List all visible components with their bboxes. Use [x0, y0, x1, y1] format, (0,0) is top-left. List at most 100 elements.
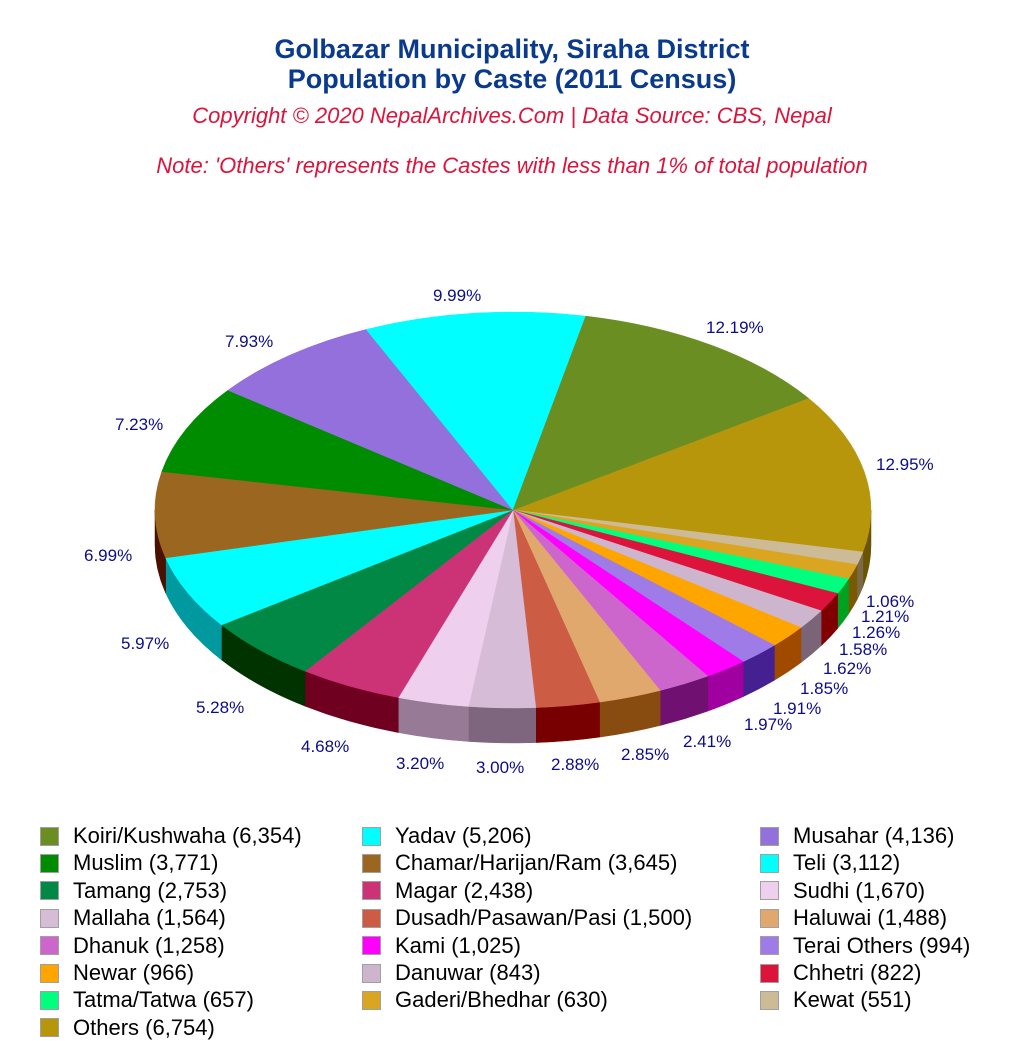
legend-label: Kami (1,025)	[395, 932, 521, 958]
pie-chart: 12.95% 1.06%1.21%1.26%1.58%1.62%1.85%1.91…	[84, 286, 934, 777]
legend: Koiri/Kushwaha (6,354) Muslim (3,771) Tama…	[0, 823, 1024, 1040]
legend-label: Tamang (2,753)	[73, 877, 228, 903]
legend-swatch	[362, 936, 381, 956]
copyright-subtitle: Copyright © 2020 NepalArchives.Com | Dat…	[192, 103, 832, 128]
percent-label: 7.93%	[225, 332, 273, 351]
legend-label: Mallaha (1,564)	[73, 905, 226, 931]
legend-swatch	[362, 881, 381, 901]
legend-label: Sudhi (1,670)	[793, 877, 926, 903]
legend-item: Terai Others (994)	[760, 932, 971, 958]
legend-swatch	[760, 936, 779, 956]
chart-title-line-2: Population by Caste (2011 Census)	[287, 64, 737, 94]
legend-swatch	[40, 826, 59, 846]
legend-label: Chamar/Harijan/Ram (3,645)	[395, 850, 678, 876]
legend-item: Kewat (551)	[760, 987, 912, 1013]
legend-item: Sudhi (1,670)	[760, 877, 926, 903]
pie-slice-muslim	[161, 389, 514, 511]
legend-swatch	[362, 826, 381, 846]
percent-label: 2.41%	[683, 732, 731, 751]
legend-item: Gaderi/Bhedhar (630)	[362, 987, 608, 1013]
legend-item: Dusadh/Pasawan/Pasi (1,500)	[362, 905, 692, 930]
legend-label: Yadav (5,206)	[395, 823, 532, 848]
legend-label: Koiri/Kushwaha (6,354)	[73, 823, 302, 848]
pie-slice-others	[512, 397, 872, 553]
legend-label: Kewat (551)	[793, 987, 912, 1013]
percent-label: 9.99%	[433, 286, 481, 305]
legend-label: Newar (966)	[73, 960, 195, 985]
pie-side-dusadh-pasawan-pasi	[535, 701, 600, 743]
legend-swatch	[760, 881, 779, 901]
pie-slice-chamar-harijan-ram	[154, 471, 514, 559]
legend-label: Haluwai (1,488)	[793, 905, 948, 931]
legend-label: Chhetri (822)	[793, 960, 922, 985]
legend-item: Newar (966)	[40, 960, 195, 985]
legend-label: Terai Others (994)	[793, 932, 971, 958]
legend-label: Others (6,754)	[73, 1014, 215, 1040]
legend-swatch	[40, 936, 59, 956]
legend-swatch	[362, 853, 381, 873]
legend-item: Yadav (5,206)	[362, 823, 532, 848]
legend-swatch	[362, 908, 381, 928]
legend-swatch	[362, 963, 381, 983]
pie-side-mallaha	[468, 706, 537, 744]
percent-label: 1.91%	[773, 699, 821, 718]
legend-swatch	[760, 908, 779, 928]
percent-label: 4.68%	[301, 737, 349, 756]
legend-swatch	[362, 990, 381, 1010]
legend-item: Tamang (2,753)	[40, 877, 228, 903]
legend-item: Chamar/Harijan/Ram (3,645)	[362, 850, 678, 876]
legend-item: Dhanuk (1,258)	[40, 932, 225, 958]
percent-label: 12.19%	[706, 318, 764, 337]
pie-slice-koiri-kushwaha	[512, 315, 809, 511]
legend-label: Danuwar (843)	[395, 960, 541, 985]
legend-item: Magar (2,438)	[362, 878, 533, 903]
pie-top-face	[154, 311, 872, 709]
percent-label: 12.95%	[876, 455, 934, 474]
legend-item: Chhetri (822)	[760, 960, 922, 985]
legend-swatch	[40, 908, 59, 928]
percent-label: 1.62%	[823, 659, 871, 678]
legend-item: Danuwar (843)	[362, 960, 541, 985]
legend-swatch	[40, 881, 59, 901]
legend-item: Mallaha (1,564)	[40, 905, 226, 931]
percent-label: 2.88%	[551, 755, 599, 774]
legend-label: Muslim (3,771)	[73, 850, 219, 876]
note-annotation: Note: 'Others' represents the Castes wit…	[156, 153, 868, 178]
pie-slice-teli	[165, 509, 514, 626]
percent-label: 1.58%	[839, 640, 887, 659]
legend-item: Koiri/Kushwaha (6,354)	[40, 823, 302, 848]
legend-item: Muslim (3,771)	[40, 850, 219, 876]
percent-label: 1.97%	[744, 715, 792, 734]
legend-item: Others (6,754)	[40, 1014, 215, 1040]
percent-label: 3.00%	[476, 758, 524, 777]
pie-slice-yadav	[365, 311, 587, 511]
percent-label: 1.06%	[866, 592, 914, 611]
legend-item: Teli (3,112)	[760, 850, 901, 876]
legend-swatch	[40, 963, 59, 983]
legend-swatch	[40, 1018, 59, 1038]
percent-label: 5.97%	[121, 634, 169, 653]
percent-label: 1.85%	[800, 679, 848, 698]
legend-label: Tatma/Tatwa (657)	[73, 987, 254, 1013]
legend-swatch	[40, 853, 59, 873]
legend-label: Musahar (4,136)	[793, 823, 955, 848]
percent-label: 2.85%	[621, 745, 669, 764]
legend-item: Kami (1,025)	[362, 932, 521, 958]
percent-label: 6.99%	[84, 546, 132, 565]
chart-title-line-1: Golbazar Municipality, Siraha District	[274, 34, 750, 64]
percent-label: 7.23%	[115, 415, 163, 434]
legend-swatch	[760, 853, 779, 873]
percent-label: 3.20%	[396, 754, 444, 773]
legend-item: Musahar (4,136)	[760, 823, 955, 848]
legend-swatch	[40, 990, 59, 1010]
legend-swatch	[760, 826, 779, 846]
legend-label: Gaderi/Bhedhar (630)	[395, 987, 608, 1013]
legend-swatch	[760, 963, 779, 983]
legend-label: Teli (3,112)	[793, 850, 901, 876]
legend-swatch	[760, 990, 779, 1010]
legend-item: Tatma/Tatwa (657)	[40, 987, 254, 1013]
legend-label: Dhanuk (1,258)	[73, 932, 225, 958]
percent-label: 1.21%	[861, 607, 909, 626]
percent-label: 1.26%	[852, 623, 900, 642]
percent-label: 5.28%	[196, 698, 244, 717]
